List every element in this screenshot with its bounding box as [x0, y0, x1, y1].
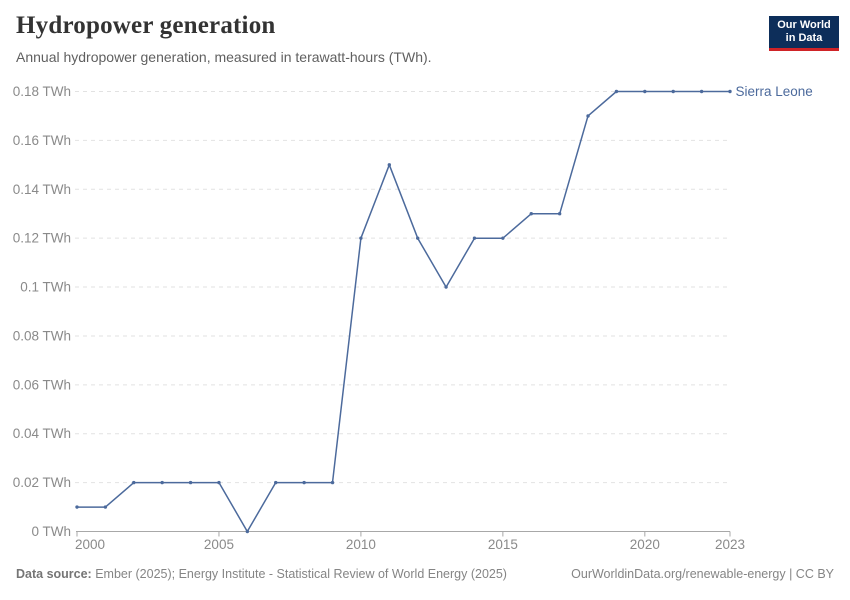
data-point[interactable] — [245, 529, 250, 534]
data-point[interactable] — [444, 285, 448, 289]
series-line-sierra-leone[interactable] — [76, 90, 731, 533]
owid-logo-line1: Our World — [777, 19, 831, 31]
y-tick-label: 0.04 TWh — [13, 426, 71, 441]
data-point[interactable] — [132, 480, 136, 485]
data-point[interactable] — [614, 89, 619, 94]
y-tick-label: 0.14 TWh — [13, 182, 71, 197]
data-source-text: Ember (2025); Energy Institute - Statist… — [91, 567, 507, 581]
y-tick-label: 0.18 TWh — [13, 84, 71, 99]
y-tick-label: 0.06 TWh — [13, 377, 71, 392]
page-title: Hydropower generation — [16, 12, 276, 39]
data-point[interactable] — [302, 480, 306, 485]
x-tick-label: 2005 — [204, 537, 234, 552]
data-point[interactable] — [359, 236, 363, 240]
data-point[interactable] — [387, 163, 392, 167]
y-tick-label: 0.16 TWh — [13, 133, 71, 148]
data-point[interactable] — [274, 480, 278, 485]
x-tick-label: 2015 — [488, 537, 518, 552]
data-point[interactable] — [472, 236, 477, 240]
owid-logo-line2: in Data — [785, 32, 823, 44]
y-tick-label: 0.08 TWh — [13, 328, 71, 343]
x-tick-label: 2023 — [715, 537, 745, 552]
y-tick-label: 0 TWh — [31, 524, 71, 539]
data-point[interactable] — [671, 89, 675, 94]
data-point[interactable] — [415, 236, 420, 240]
data-point[interactable] — [501, 236, 505, 240]
data-point[interactable] — [557, 212, 562, 216]
x-tick-label: 2020 — [630, 537, 660, 552]
data-point[interactable] — [586, 114, 590, 118]
y-tick-label: 0.02 TWh — [13, 475, 71, 490]
data-point[interactable] — [728, 89, 732, 94]
y-tick-label: 0.1 TWh — [20, 280, 71, 295]
series-label[interactable]: Sierra Leone — [736, 84, 813, 99]
data-point[interactable] — [75, 505, 79, 509]
chart-header: Hydropower generation Annual hydropower … — [16, 12, 432, 65]
data-point[interactable] — [188, 480, 193, 485]
data-point[interactable] — [103, 505, 108, 509]
x-tick-label: 2000 — [75, 537, 105, 552]
data-source-label: Data source: — [16, 567, 92, 581]
data-point[interactable] — [529, 212, 533, 216]
data-point[interactable] — [217, 480, 221, 485]
footer-links[interactable]: OurWorldinData.org/renewable-energy | CC… — [571, 567, 834, 581]
chart-subtitle: Annual hydropower generation, measured i… — [16, 49, 432, 65]
data-point[interactable] — [643, 89, 647, 94]
owid-logo[interactable]: Our World in Data — [769, 16, 839, 51]
data-source: Data source: Ember (2025); Energy Instit… — [16, 567, 507, 581]
data-point[interactable] — [699, 89, 704, 94]
x-tick-label: 2010 — [346, 537, 376, 552]
chart-footer: Data source: Ember (2025); Energy Instit… — [16, 567, 834, 581]
data-point[interactable] — [330, 480, 335, 485]
y-tick-label: 0.12 TWh — [13, 231, 71, 246]
data-point[interactable] — [160, 480, 164, 485]
